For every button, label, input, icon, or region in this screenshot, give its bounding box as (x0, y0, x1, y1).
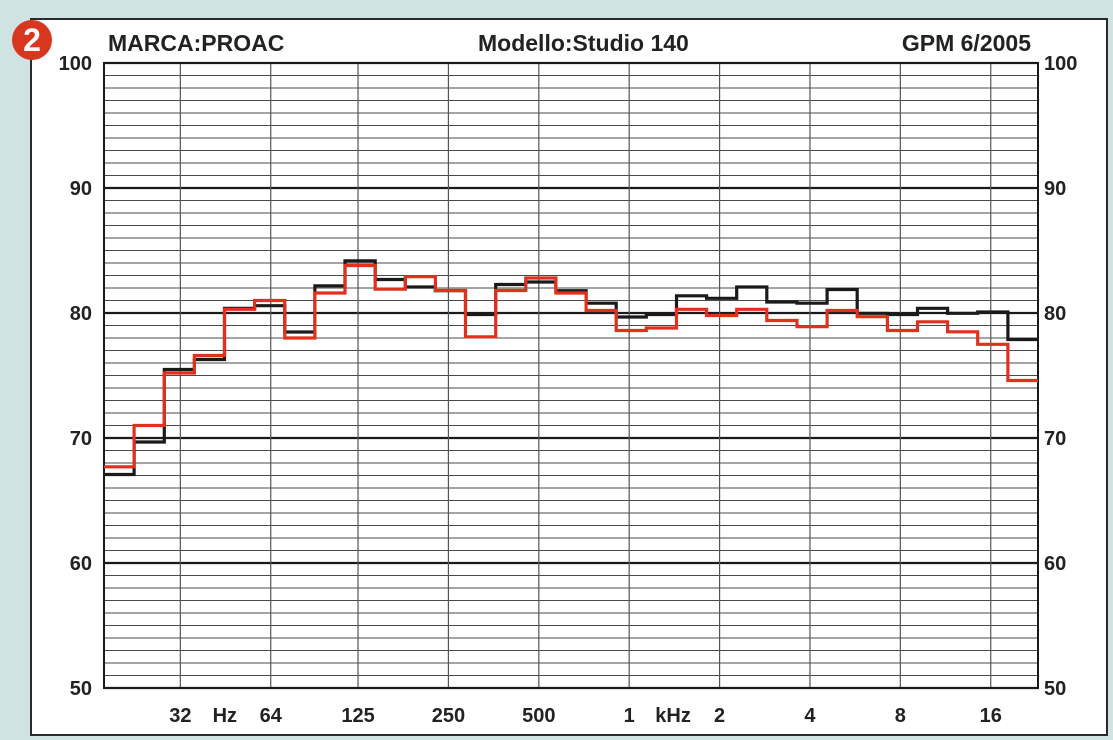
x-tick-label: 64 (260, 705, 283, 727)
y-axis-right: 50 60 70 80 90 100 (1044, 53, 1077, 700)
y-tick-label-left: 80 (70, 303, 92, 325)
y-tick-label-left: 70 (70, 428, 92, 450)
series-line-red (104, 263, 1038, 469)
y-tick-label-right: 80 (1044, 303, 1066, 325)
y-tick-label-right: 100 (1044, 53, 1077, 75)
header-source: GPM 6/2005 (901, 30, 1031, 56)
x-axis: 32 64 125 250 500 1 2 4 8 16 Hz kHz (169, 705, 1002, 727)
y-tick-label-left: 100 (59, 53, 92, 75)
x-tick-label: 8 (895, 705, 906, 727)
grid (103, 61, 1039, 690)
x-unit-label: Hz (213, 705, 237, 727)
x-tick-label: 125 (341, 705, 374, 727)
y-axis-left: 50 60 70 80 90 100 (59, 53, 92, 700)
x-tick-label: 16 (980, 705, 1002, 727)
y-tick-label-right: 70 (1044, 428, 1066, 450)
x-tick-label: 2 (714, 705, 725, 727)
x-tick-label: 4 (804, 705, 816, 727)
x-tick-label: 500 (522, 705, 555, 727)
y-tick-label-left: 60 (70, 553, 92, 575)
y-tick-label-left: 90 (70, 178, 92, 200)
y-tick-label-right: 60 (1044, 553, 1066, 575)
x-unit-label: kHz (655, 705, 691, 727)
x-tick-label: 32 (169, 705, 191, 727)
y-tick-label-right: 50 (1044, 678, 1066, 700)
y-tick-label-left: 50 (70, 678, 92, 700)
series-group (104, 259, 1038, 477)
figure-number-badge: 2 (12, 20, 52, 60)
x-tick-label: 1 (624, 705, 635, 727)
header-brand: MARCA:PROAC (108, 30, 285, 56)
header-model: Modello:Studio 140 (478, 30, 689, 56)
y-tick-label-right: 90 (1044, 178, 1066, 200)
series-line-black (104, 259, 1038, 477)
x-tick-label: 250 (432, 705, 465, 727)
plot-border (103, 62, 1039, 689)
